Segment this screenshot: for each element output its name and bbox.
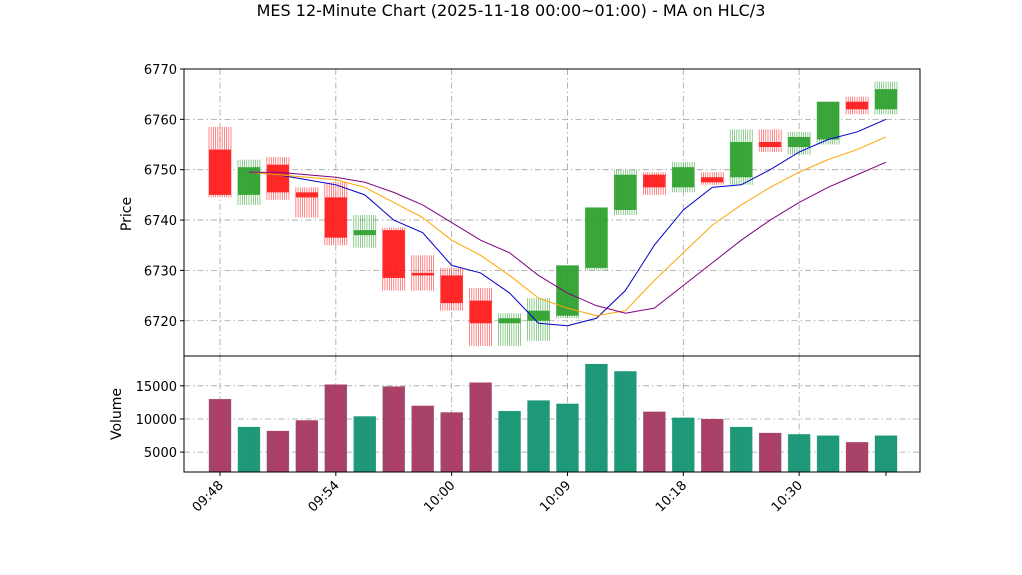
candle-body bbox=[325, 197, 347, 237]
candle-down bbox=[267, 157, 289, 200]
candle-down bbox=[441, 268, 463, 311]
candle-body bbox=[817, 102, 839, 140]
volume-bar bbox=[499, 411, 521, 472]
volume-bar bbox=[267, 431, 289, 472]
candle-body bbox=[643, 175, 665, 188]
candle-body bbox=[788, 137, 810, 147]
price-candles bbox=[209, 82, 897, 346]
volume-bar bbox=[556, 404, 578, 472]
volume-bars bbox=[209, 364, 897, 472]
volume-y-ticks: 5000 10000 15000 bbox=[136, 380, 184, 461]
candle-up bbox=[238, 160, 260, 205]
candle-wick bbox=[499, 313, 521, 346]
volume-bar bbox=[383, 386, 405, 472]
candle-body bbox=[470, 301, 492, 324]
volume-bar bbox=[528, 400, 550, 472]
price-y-tick-label: 6720 bbox=[144, 315, 177, 330]
candle-down bbox=[412, 255, 434, 290]
volume-bar bbox=[470, 383, 492, 472]
candle-body bbox=[412, 273, 434, 276]
volume-bar bbox=[788, 434, 810, 472]
price-grid bbox=[184, 69, 920, 356]
candle-up bbox=[788, 132, 810, 155]
volume-bar bbox=[614, 371, 636, 472]
price-axes-frame bbox=[184, 69, 920, 356]
volume-bar bbox=[672, 418, 694, 472]
price-y-tick-label: 6740 bbox=[144, 214, 177, 229]
candle-down bbox=[701, 172, 723, 185]
price-y-tick-label: 6750 bbox=[144, 164, 177, 179]
candle-body bbox=[441, 275, 463, 303]
volume-bar bbox=[412, 406, 434, 472]
candle-up bbox=[499, 313, 521, 346]
candle-up bbox=[528, 298, 550, 341]
candle-body bbox=[875, 89, 897, 109]
candle-up bbox=[672, 162, 694, 192]
candle-body bbox=[267, 165, 289, 193]
candle-up bbox=[614, 170, 636, 215]
candle-down bbox=[846, 97, 868, 115]
candle-body bbox=[296, 192, 318, 197]
x-tick-label: 10:00 bbox=[421, 478, 458, 515]
candle-up bbox=[730, 129, 752, 184]
volume-y-tick-label: 15000 bbox=[136, 380, 177, 395]
candle-body bbox=[499, 318, 521, 323]
volume-bar bbox=[846, 442, 868, 472]
volume-bar bbox=[585, 364, 607, 472]
price-y-tick-label: 6770 bbox=[144, 63, 177, 78]
volume-bar bbox=[701, 419, 723, 472]
candle-down bbox=[296, 187, 318, 217]
candle-up bbox=[354, 215, 376, 248]
volume-bar bbox=[238, 427, 260, 472]
volume-bar bbox=[759, 433, 781, 472]
chart-title: MES 12-Minute Chart (2025-11-18 00:00~01… bbox=[257, 1, 766, 20]
x-tick-label: 10:18 bbox=[653, 478, 690, 515]
volume-bar bbox=[875, 436, 897, 472]
candle-wick bbox=[296, 187, 318, 217]
candle-body bbox=[614, 175, 636, 210]
candle-body bbox=[846, 102, 868, 110]
candle-up bbox=[817, 102, 839, 145]
candle-down bbox=[325, 182, 347, 245]
volume-bar bbox=[209, 399, 231, 472]
volume-y-tick-label: 10000 bbox=[136, 413, 177, 428]
x-tick-label: 09:54 bbox=[306, 478, 343, 515]
candle-wick bbox=[759, 129, 781, 152]
x-tick-label: 10:30 bbox=[769, 478, 806, 515]
price-y-tick-label: 6730 bbox=[144, 264, 177, 279]
candle-body bbox=[238, 167, 260, 195]
volume-bar bbox=[296, 420, 318, 472]
candle-body bbox=[672, 167, 694, 187]
volume-bar bbox=[817, 436, 839, 472]
price-y-tick-label: 6760 bbox=[144, 113, 177, 128]
candle-body bbox=[383, 230, 405, 278]
volume-bar bbox=[325, 385, 347, 472]
candle-body bbox=[701, 177, 723, 182]
candle-body bbox=[585, 207, 607, 267]
x-tick-label: 10:09 bbox=[537, 478, 574, 515]
volume-bar bbox=[354, 416, 376, 472]
candle-body bbox=[759, 142, 781, 147]
candle-down bbox=[470, 288, 492, 346]
volume-bar bbox=[643, 412, 665, 472]
candle-down bbox=[383, 228, 405, 291]
candle-body bbox=[209, 150, 231, 195]
candle-up bbox=[875, 82, 897, 115]
volume-bar bbox=[730, 427, 752, 472]
candle-down bbox=[759, 129, 781, 152]
volume-y-tick-label: 5000 bbox=[144, 446, 177, 461]
price-y-axis-label: Price bbox=[119, 197, 135, 231]
volume-y-axis-label: Volume bbox=[109, 388, 125, 440]
candle-down bbox=[209, 127, 231, 197]
volume-bar bbox=[441, 412, 463, 472]
price-y-ticks: 6720 6730 6740 6750 6760 6770 bbox=[144, 63, 184, 330]
candle-body bbox=[730, 142, 752, 177]
candle-up bbox=[585, 207, 607, 270]
x-axis-ticks: 09:48 09:54 10:00 10:09 10:18 10:30 bbox=[190, 472, 886, 515]
x-tick-label: 09:48 bbox=[190, 478, 227, 515]
candle-down bbox=[643, 172, 665, 195]
candle-body bbox=[354, 230, 376, 235]
